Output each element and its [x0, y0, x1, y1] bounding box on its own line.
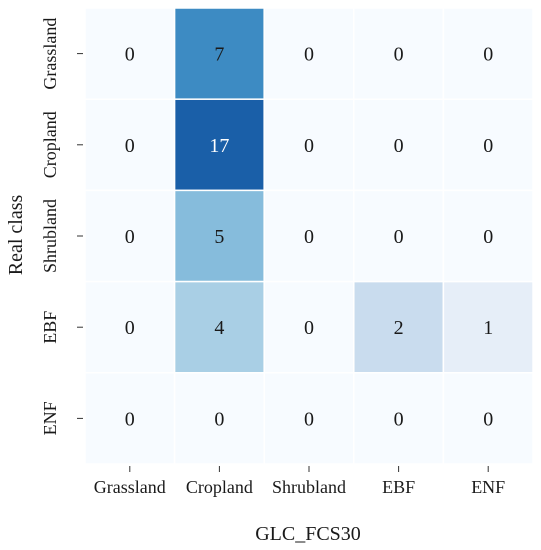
heatmap-cell: [353, 189, 445, 283]
cell-value-label: 0: [304, 226, 314, 248]
cell-value-label: 17: [209, 135, 229, 157]
cell-value-label: 0: [304, 317, 314, 339]
heatmap-cell: [84, 7, 176, 100]
cell-value-label: 2: [394, 317, 404, 339]
cell-value-label: 0: [125, 226, 135, 248]
heatmap-cell: [84, 372, 176, 465]
x-axis-ticks: Grassland Cropland Shrubland EBF ENF: [94, 466, 505, 497]
heatmap-cell: [442, 98, 534, 192]
x-tick-label: ENF: [471, 477, 505, 497]
heatmap-cell: [173, 372, 265, 465]
cell-value-label: 0: [483, 44, 493, 66]
x-tick-label: EBF: [382, 477, 415, 497]
heatmap-cell: [263, 280, 355, 374]
cell-value-label: 0: [483, 135, 493, 157]
y-tick-label: Shrubland: [40, 199, 60, 273]
x-axis-label: GLC_FCS30: [255, 523, 361, 545]
cell-value-label: 0: [125, 317, 135, 339]
cell-value-label: 1: [483, 317, 493, 339]
y-tick-label: Cropland: [40, 111, 60, 178]
heatmap-cell: [353, 280, 445, 374]
heatmap-cell: [84, 280, 176, 374]
cell-value-label: 0: [394, 44, 404, 66]
cell-value-label: 0: [125, 408, 135, 430]
cell-value-label: 0: [125, 135, 135, 157]
y-tick-label: EBF: [40, 311, 60, 344]
cell-value-label: 0: [304, 135, 314, 157]
x-tick-label: Grassland: [94, 477, 166, 497]
cell-value-label: 0: [304, 408, 314, 430]
cell-value-label: 0: [394, 226, 404, 248]
heatmap-cell: [173, 280, 265, 374]
heatmap-cell: [263, 98, 355, 192]
heatmap-cell: [442, 280, 534, 374]
heatmap-cell: [173, 7, 265, 100]
heatmap-cell: [442, 372, 534, 465]
cell-value-label: 0: [483, 408, 493, 430]
cell-value-label: 0: [304, 44, 314, 66]
heatmap-cell: [263, 372, 355, 465]
x-tick-label: Cropland: [186, 477, 253, 497]
cell-value-label: 5: [214, 226, 224, 248]
cell-value-label: 0: [483, 226, 493, 248]
cell-value-label: 0: [125, 44, 135, 66]
y-tick-label: Grassland: [40, 18, 60, 90]
y-tick-label: ENF: [40, 401, 60, 435]
cell-value-label: 4: [214, 317, 224, 339]
heatmap-cell: [84, 98, 176, 192]
cell-value-label: 0: [214, 408, 224, 430]
heatmap-cell: [173, 189, 265, 283]
cell-value-label: 0: [394, 135, 404, 157]
cell-value-label: 7: [214, 44, 224, 66]
x-tick-label: Shrubland: [272, 477, 346, 497]
y-axis-label: Real class: [5, 195, 27, 276]
heatmap-cell: [263, 7, 355, 100]
cell-value-label: 0: [394, 408, 404, 430]
y-axis-ticks: Grassland Cropland Shrubland EBF ENF: [40, 18, 83, 435]
heatmap-cells: 0 7 0 0 0 0 17 0 0 0 0 5 0 0 0 0 4 0 2 1 0 0 0 0 0: [84, 7, 534, 465]
